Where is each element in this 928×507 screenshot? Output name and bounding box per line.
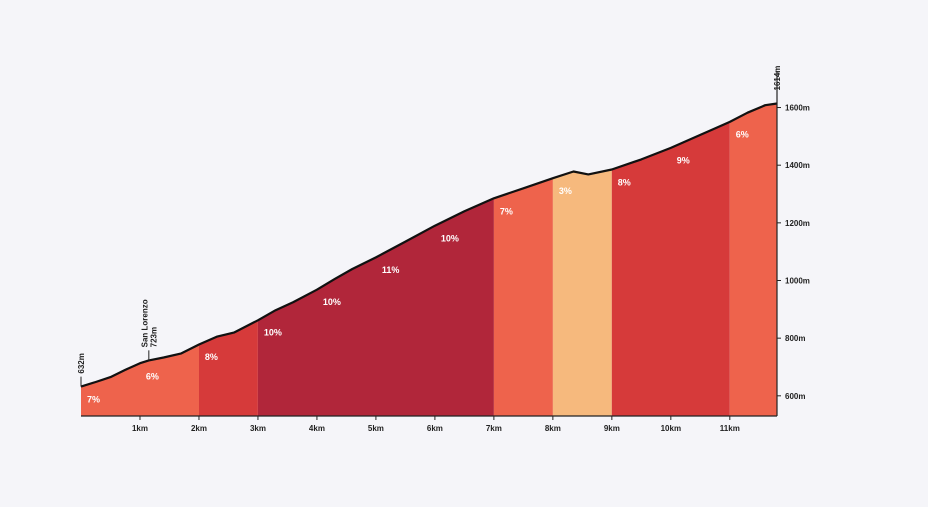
grade-label: 10% xyxy=(441,233,459,243)
x-tick-label: 6km xyxy=(427,424,443,433)
grade-label: 3% xyxy=(559,186,572,196)
y-tick-label: 1000m xyxy=(785,277,810,286)
y-tick-label: 1400m xyxy=(785,161,810,170)
x-axis-ticks: 1km 2km 3km 4km 5km 6km 7km 8km 9km 10km 11km xyxy=(132,416,740,433)
grade-segment xyxy=(199,320,258,416)
x-tick-label: 3km xyxy=(250,424,266,433)
annotation-label: 1614m xyxy=(773,66,782,91)
grade-segment xyxy=(552,169,612,416)
grade-label: 8% xyxy=(205,352,218,362)
grade-labels: 7% 6% 8% 10% 10% 11% 10% 7% 3% 8% 9% 6% xyxy=(87,129,749,404)
x-tick-label: 8km xyxy=(545,424,561,433)
x-tick-label: 4km xyxy=(309,424,325,433)
grade-label: 10% xyxy=(264,328,282,338)
grade-segment xyxy=(257,198,494,416)
grade-label: 6% xyxy=(736,129,749,139)
annotation-label: 632m xyxy=(77,353,86,373)
y-tick-label: 1600m xyxy=(785,104,810,113)
annotation-label: 723m xyxy=(149,327,158,347)
elevation-profile-line xyxy=(80,102,778,388)
x-tick-label: 7km xyxy=(486,424,502,433)
y-tick-label: 1200m xyxy=(785,219,810,228)
grade-label: 9% xyxy=(677,156,690,166)
grade-label: 7% xyxy=(87,395,100,405)
elevation-annotations: 632m San Lorenzo 723m 1614m xyxy=(77,66,782,387)
y-axis-ticks: 600m 800m 1000m 1200m 1400m 1600m xyxy=(777,104,810,401)
grade-label: 6% xyxy=(146,371,159,381)
grade-label: 10% xyxy=(323,297,341,307)
grade-label: 7% xyxy=(500,206,513,216)
grade-segment xyxy=(611,121,730,417)
grade-label: 11% xyxy=(382,265,400,275)
annotation-label: San Lorenzo xyxy=(140,299,149,347)
x-tick-label: 10km xyxy=(661,424,681,433)
x-tick-label: 1km xyxy=(132,424,148,433)
y-tick-label: 600m xyxy=(785,392,805,401)
grade-segments xyxy=(81,103,777,417)
x-tick-label: 5km xyxy=(368,424,384,433)
grade-label: 8% xyxy=(618,178,631,188)
y-tick-label: 800m xyxy=(785,334,805,343)
grade-segment xyxy=(729,103,777,416)
grade-segment xyxy=(493,178,553,416)
x-tick-label: 2km xyxy=(191,424,207,433)
x-tick-label: 11km xyxy=(720,424,740,433)
x-tick-label: 9km xyxy=(604,424,620,433)
grade-segment xyxy=(81,344,199,416)
